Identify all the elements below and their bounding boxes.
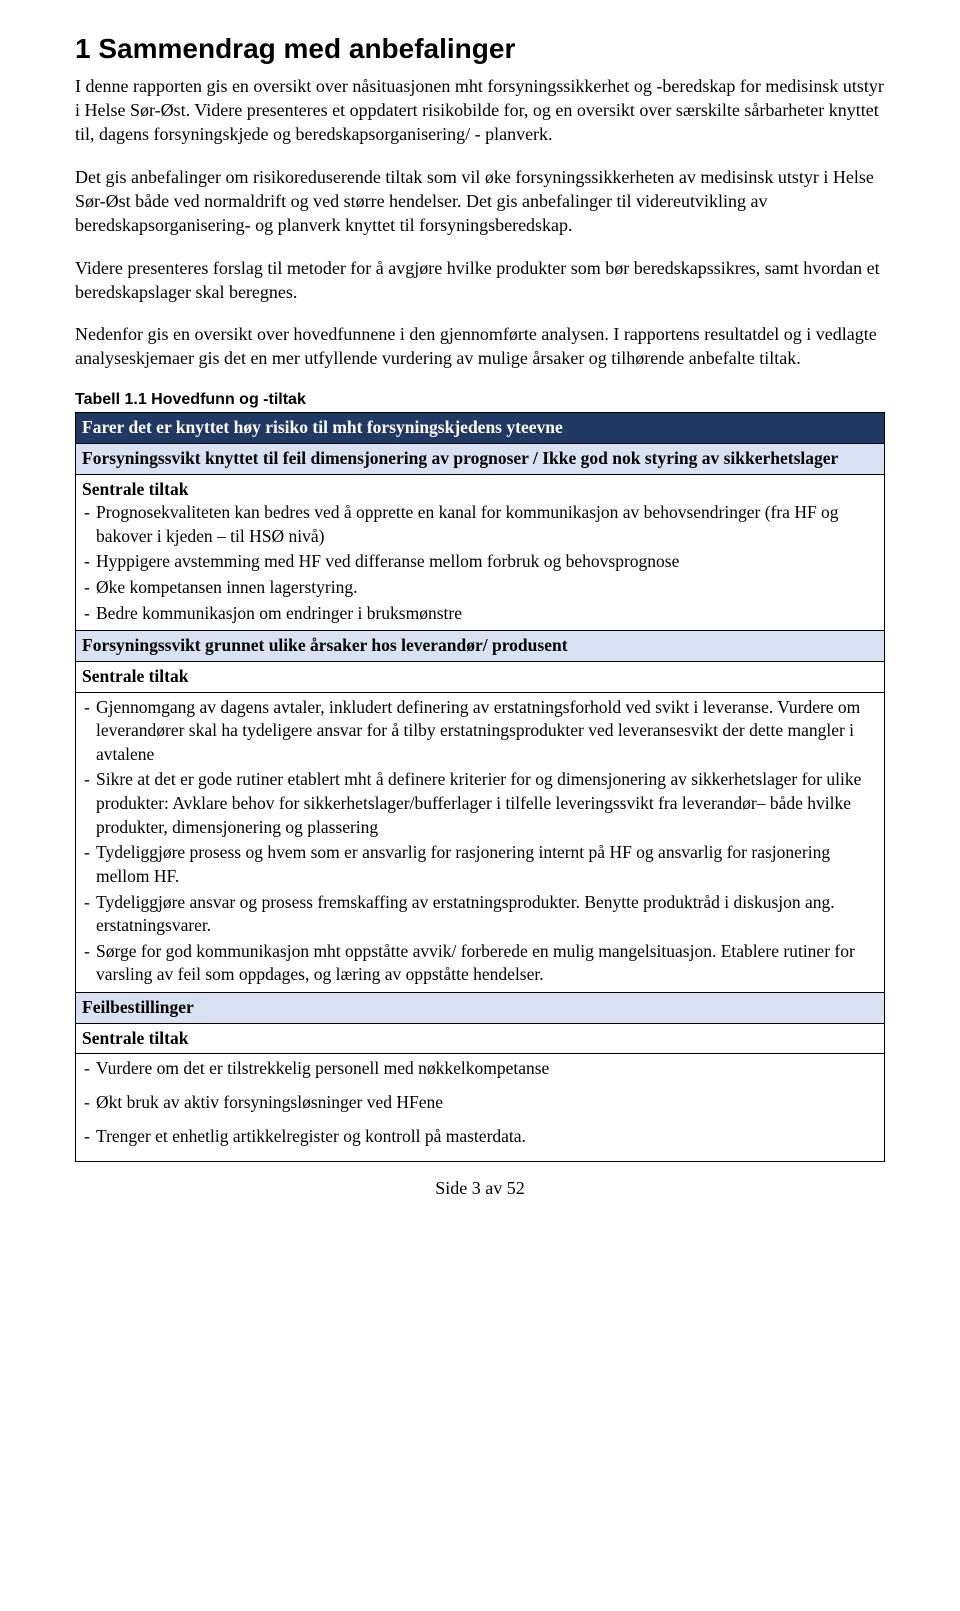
main-table: Farer det er knyttet høy risiko til mht … — [75, 412, 885, 1162]
page-footer: Side 3 av 52 — [75, 1176, 885, 1200]
section-1-subhead: Sentrale tiltak — [82, 478, 878, 502]
section-2-subhead: Sentrale tiltak — [76, 661, 885, 692]
list-item: Øke kompetansen innen lagerstyring. — [82, 576, 878, 600]
paragraph-1: I denne rapporten gis en oversikt over n… — [75, 74, 885, 147]
list-item: Hyppigere avstemming med HF ved differan… — [82, 550, 878, 574]
list-item: Sørge for god kommunikasjon mht oppstått… — [82, 940, 878, 987]
section-1-title: Forsyningssvikt knyttet til feil dimensj… — [76, 443, 885, 474]
list-item: Økt bruk av aktiv forsyningsløsninger ve… — [82, 1091, 878, 1115]
page-heading: 1 Sammendrag med anbefalinger — [75, 30, 885, 68]
section-2-title: Forsyningssvikt grunnet ulike årsaker ho… — [76, 631, 885, 662]
paragraph-3: Videre presenteres forslag til metoder f… — [75, 256, 885, 305]
list-item: Bedre kommunikasjon om endringer i bruks… — [82, 602, 878, 626]
section-3-content: Vurdere om det er tilstrekkelig personel… — [76, 1054, 885, 1162]
section-2-content: Gjennomgang av dagens avtaler, inkludert… — [76, 692, 885, 993]
list-item: Vurdere om det er tilstrekkelig personel… — [82, 1057, 878, 1081]
list-item: Prognosekvaliteten kan bedres ved å oppr… — [82, 501, 878, 548]
list-item: Trenger et enhetlig artikkelregister og … — [82, 1125, 878, 1149]
paragraph-2: Det gis anbefalinger om risikoreduserend… — [75, 165, 885, 238]
list-item: Gjennomgang av dagens avtaler, inkludert… — [82, 696, 878, 767]
table-header-row: Farer det er knyttet høy risiko til mht … — [76, 413, 885, 444]
list-item: Tydeliggjøre prosess og hvem som er ansv… — [82, 841, 878, 888]
list-item: Tydeliggjøre ansvar og prosess fremskaff… — [82, 891, 878, 938]
paragraph-4: Nedenfor gis en oversikt over hovedfunne… — [75, 322, 885, 371]
table-caption: Tabell 1.1 Hovedfunn og -tiltak — [75, 389, 885, 411]
section-3-title: Feilbestillinger — [76, 993, 885, 1024]
section-1-content: Sentrale tiltak Prognosekvaliteten kan b… — [76, 474, 885, 631]
list-item: Sikre at det er gode rutiner etablert mh… — [82, 768, 878, 839]
section-3-subhead: Sentrale tiltak — [76, 1023, 885, 1054]
